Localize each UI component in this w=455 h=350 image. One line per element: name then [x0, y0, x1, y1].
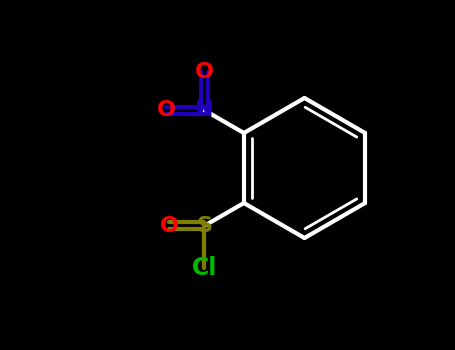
Text: O: O	[157, 100, 176, 120]
Text: O: O	[160, 216, 179, 236]
Text: N: N	[195, 100, 214, 120]
Text: Cl: Cl	[192, 256, 217, 280]
Text: O: O	[195, 62, 214, 82]
Text: S: S	[197, 216, 212, 236]
